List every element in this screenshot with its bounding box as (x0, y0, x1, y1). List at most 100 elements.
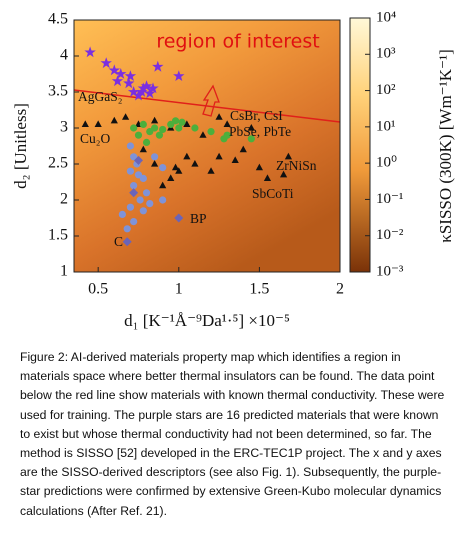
point (137, 82, 149, 94)
annotation: ZrNiSn (276, 158, 317, 173)
point (263, 174, 272, 181)
point (191, 124, 199, 132)
point (183, 120, 191, 127)
point (81, 120, 89, 127)
figure: region of interest d₁ [K⁻¹Å⁻⁹Da¹·⁵] ×10⁻… (11, 9, 455, 330)
point (130, 218, 138, 226)
annotation: AgGaS₂ (78, 89, 122, 104)
colorbar-tick-label: 10⁻² (376, 227, 404, 243)
point (152, 60, 164, 72)
point (167, 174, 175, 181)
point (279, 170, 288, 178)
point (151, 160, 159, 167)
point (151, 116, 159, 124)
point (178, 118, 186, 126)
point (124, 70, 137, 81)
point (126, 167, 135, 175)
colorbar-label: κSISSO (300K) [Wm⁻¹K⁻¹] (436, 49, 455, 242)
point (284, 152, 293, 160)
point (139, 174, 147, 182)
point (159, 164, 167, 172)
point (159, 181, 167, 189)
point (136, 86, 148, 97)
point (215, 152, 223, 160)
title: region of interest (156, 31, 319, 53)
x-axis-label: d₁ [K⁻¹Å⁻⁹Da¹·⁵] ×10⁻⁵ (124, 311, 290, 330)
point (255, 163, 263, 171)
x-tick-label: 2 (336, 281, 344, 298)
point (110, 116, 118, 124)
colorbar-tick-label: 10² (376, 82, 396, 98)
plot-frame (73, 19, 341, 273)
point (94, 120, 102, 127)
point (139, 145, 147, 153)
point (123, 225, 131, 233)
point (127, 86, 140, 97)
point (133, 155, 143, 165)
plot-background (74, 20, 340, 272)
point (108, 64, 120, 76)
point (159, 196, 167, 204)
point (118, 210, 126, 218)
point (223, 120, 231, 127)
y-axis-label: d₂ [Unitless] (11, 103, 30, 189)
x-tick-label: 1 (175, 281, 183, 298)
caption: Figure 2: AI-derived materials property … (20, 350, 445, 518)
point (134, 131, 143, 139)
point (130, 124, 138, 132)
colorbar-tick-label: 10¹ (376, 118, 396, 134)
point (142, 138, 151, 146)
colorbar-tick-label: 10³ (376, 46, 396, 62)
point (215, 113, 223, 120)
point (183, 152, 191, 160)
point (122, 237, 132, 247)
annotation: PbSe, PbTe (229, 124, 291, 139)
point (155, 131, 164, 139)
annotation: BP (190, 211, 207, 226)
point (171, 163, 180, 171)
point (247, 135, 255, 143)
colorbar-tick-label: 10⁻¹ (376, 191, 403, 207)
arrow (202, 84, 220, 117)
annotation: Cu₂O (80, 131, 110, 146)
point (115, 68, 127, 79)
point (130, 153, 138, 161)
colorbar-tick-label: 10⁻³ (376, 263, 404, 279)
point (136, 196, 144, 204)
colorbar-tick-label: 10⁴ (376, 9, 396, 25)
point (139, 207, 147, 215)
y-tick-label: 4 (60, 47, 68, 64)
y-tick-label: 1 (60, 263, 68, 280)
point (84, 46, 96, 58)
x-tick-label: 1.5 (249, 281, 269, 298)
point (146, 200, 154, 208)
point (207, 167, 215, 174)
annotation: CsBr, CsI (230, 108, 283, 123)
point (207, 128, 215, 136)
point (121, 113, 130, 120)
point (199, 131, 207, 138)
point (147, 82, 159, 94)
point (173, 70, 185, 81)
x-tick-label: 0.5 (88, 281, 108, 298)
y-tick-label: 4.5 (48, 11, 68, 28)
y-tick-label: 2.5 (48, 155, 68, 172)
point (126, 203, 135, 211)
colorbar-tick-label: 10⁰ (376, 155, 397, 171)
point (239, 145, 247, 153)
point (142, 189, 151, 197)
y-tick-label: 1.5 (48, 227, 68, 244)
point (151, 124, 159, 132)
annotation: C (114, 234, 123, 249)
point (139, 120, 147, 128)
point (130, 182, 138, 190)
point (126, 142, 135, 150)
point (171, 117, 180, 125)
annotation: SbCoTi (252, 186, 294, 201)
y-tick-label: 3 (60, 119, 68, 136)
point (100, 57, 112, 69)
colorbar (349, 17, 371, 273)
point (191, 160, 199, 167)
point (175, 124, 183, 132)
